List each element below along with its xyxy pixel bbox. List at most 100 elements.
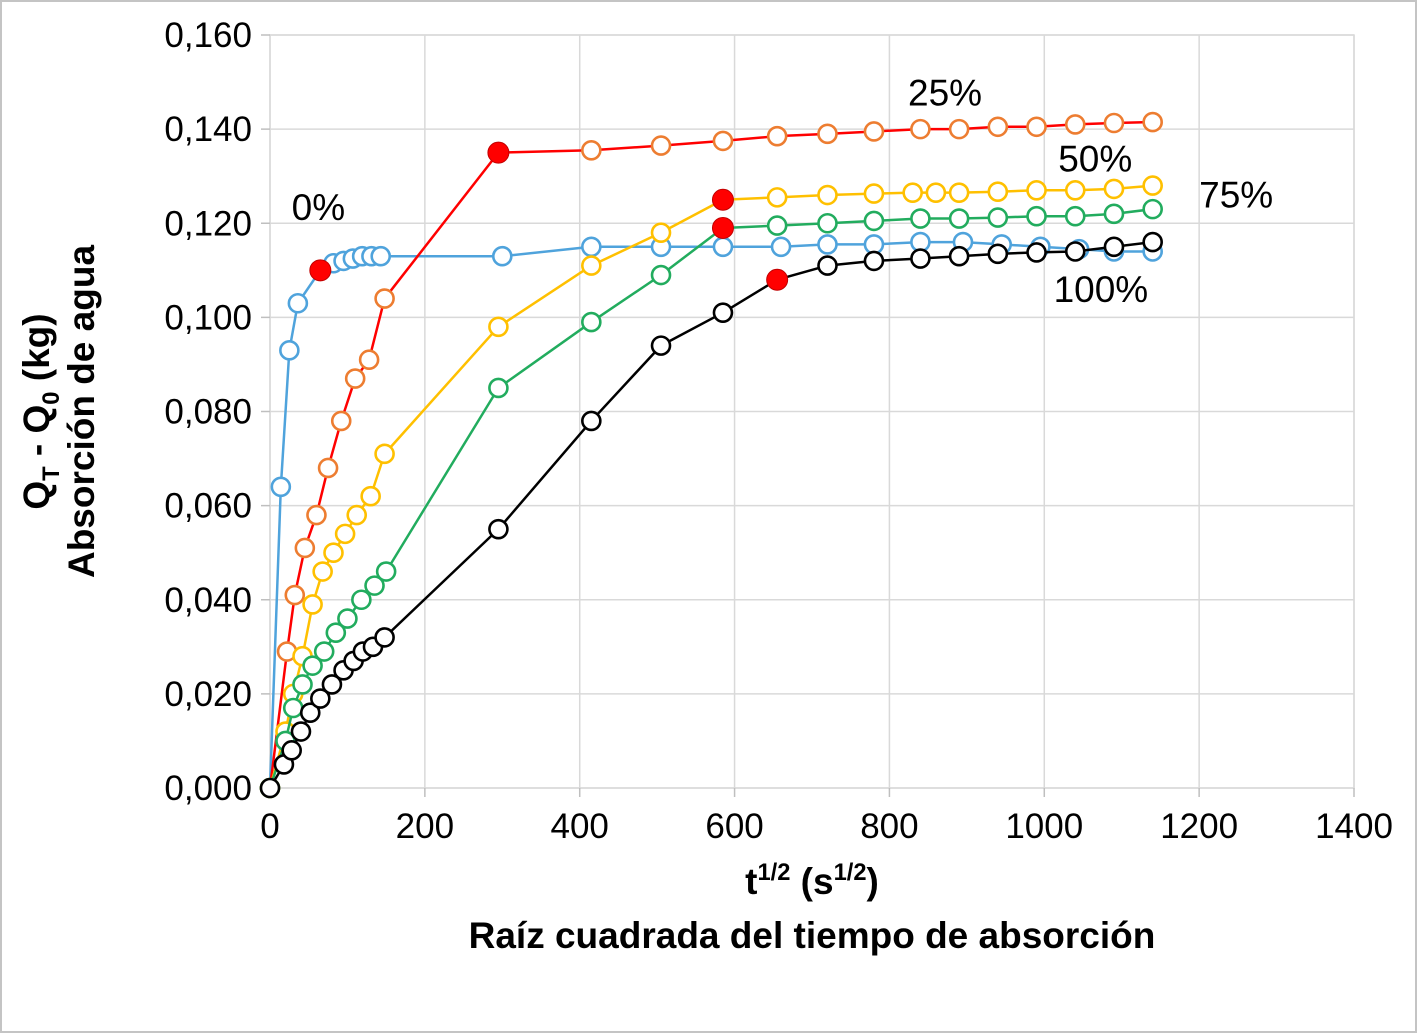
data-point-marker (581, 311, 602, 333)
data-point-marker (287, 292, 309, 314)
x-tick-label: 600 (705, 807, 763, 846)
data-point-marker (292, 674, 313, 695)
data-point-marker (290, 721, 312, 742)
series-line (268, 120, 1153, 789)
data-point-marker (948, 208, 970, 229)
saturation-points (309, 141, 789, 291)
data-point-marker (374, 443, 395, 465)
data-point-marker (1026, 242, 1047, 263)
data-point-marker (346, 504, 368, 526)
data-point-marker (1142, 231, 1163, 253)
data-point-marker (279, 340, 300, 361)
x-tick-labels: 0 200 400 600 800 1000 1200 1400 (260, 807, 1393, 846)
x-axis-title: t1/2 (s1/2) (745, 860, 879, 902)
data-point-marker (712, 236, 734, 258)
data-point-marker (650, 335, 672, 356)
series-100% (259, 231, 1163, 799)
data-point-marker (650, 222, 672, 243)
data-point-marker (817, 184, 838, 206)
data-point-marker (281, 740, 302, 761)
data-point-marker (302, 594, 323, 615)
data-point-marker (351, 589, 372, 611)
data-point-marker (313, 641, 335, 662)
data-point-marker (910, 248, 931, 269)
data-point-marker (770, 236, 792, 258)
data-point-marker (948, 245, 970, 267)
data-point-marker (1142, 198, 1163, 220)
data-point-marker (581, 410, 602, 432)
data-point-marker (902, 182, 923, 203)
data-point-marker (344, 368, 366, 389)
y-tick-label: 0,160 (164, 16, 252, 55)
data-point-marker (364, 575, 385, 596)
data-point-marker (987, 243, 1009, 265)
data-point-marker (360, 485, 381, 507)
data-point-marker (817, 234, 838, 255)
data-point-marker (1026, 180, 1047, 201)
x-tick-label: 0 (260, 807, 279, 846)
data-point-marker (987, 116, 1009, 138)
data-point-marker (863, 121, 885, 142)
gridlines (269, 34, 1355, 789)
data-point-marker (325, 622, 347, 643)
y-tick-labels: 0,000 0,020 0,040 0,060 0,080 0,100 0,120 0,140… (164, 16, 252, 808)
y-tick-label: 0,040 (164, 581, 252, 620)
y-tick-label: 0,000 (164, 769, 252, 808)
saturation-point-marker (487, 141, 510, 164)
y-tick-label: 0,100 (164, 298, 252, 337)
data-point-marker (1064, 241, 1086, 262)
x-tick-label: 800 (860, 807, 918, 846)
data-point-marker (1142, 111, 1163, 133)
data-point-marker (1026, 205, 1047, 227)
data-point-marker (312, 561, 333, 582)
data-point-marker (766, 187, 788, 208)
x-tick-label: 200 (396, 807, 454, 846)
y-tick-label: 0,060 (164, 487, 252, 526)
data-point-marker (1064, 180, 1086, 201)
saturation-point-marker (711, 188, 734, 211)
data-point-marker (910, 118, 931, 140)
data-point-marker (323, 542, 344, 563)
data-point-marker (1103, 203, 1125, 225)
series-annotation-100%: 100% (1054, 269, 1149, 310)
series-line (268, 207, 1153, 789)
data-point-marker (282, 697, 304, 719)
series-line (268, 240, 1153, 789)
data-point-marker (488, 316, 509, 338)
data-point-marker (259, 777, 281, 799)
saturation-point-marker (309, 259, 332, 282)
data-point-marker (766, 125, 788, 147)
data-point-marker (299, 702, 321, 724)
y-tick-label: 0,140 (164, 110, 252, 149)
x-tick-label: 1000 (1005, 807, 1083, 846)
axis-ticks (261, 34, 1355, 797)
data-point-marker (817, 123, 838, 145)
y-tick-label: 0,080 (164, 393, 252, 432)
x-tick-label: 400 (551, 807, 609, 846)
data-point-marker (987, 207, 1009, 228)
data-point-marker (374, 288, 395, 309)
series-75% (259, 198, 1163, 799)
series-annotation-75%: 75% (1199, 175, 1273, 216)
data-point-marker (334, 523, 356, 545)
data-point-marker (294, 537, 316, 559)
x-tick-label: 1400 (1315, 807, 1393, 846)
data-point-marker (948, 118, 970, 140)
series-annotation-25%: 25% (908, 73, 982, 114)
data-point-marker (712, 302, 734, 323)
data-point-marker (581, 236, 602, 258)
y-tick-label: 0,020 (164, 675, 252, 714)
data-point-marker (863, 250, 885, 272)
y-tick-label: 0,120 (164, 204, 252, 243)
data-point-marker (358, 349, 380, 371)
data-point-marker (863, 183, 885, 204)
y-axis-subtitle: Absorción de agua (61, 245, 102, 578)
x-tick-label: 1200 (1160, 807, 1238, 846)
x-axis-subtitle: Raíz cuadrada del tiempo de absorción (469, 915, 1156, 956)
data-point-marker (1064, 205, 1086, 227)
data-point-marker (581, 140, 602, 161)
data-point-marker (321, 674, 343, 695)
data-point-marker (375, 561, 397, 582)
